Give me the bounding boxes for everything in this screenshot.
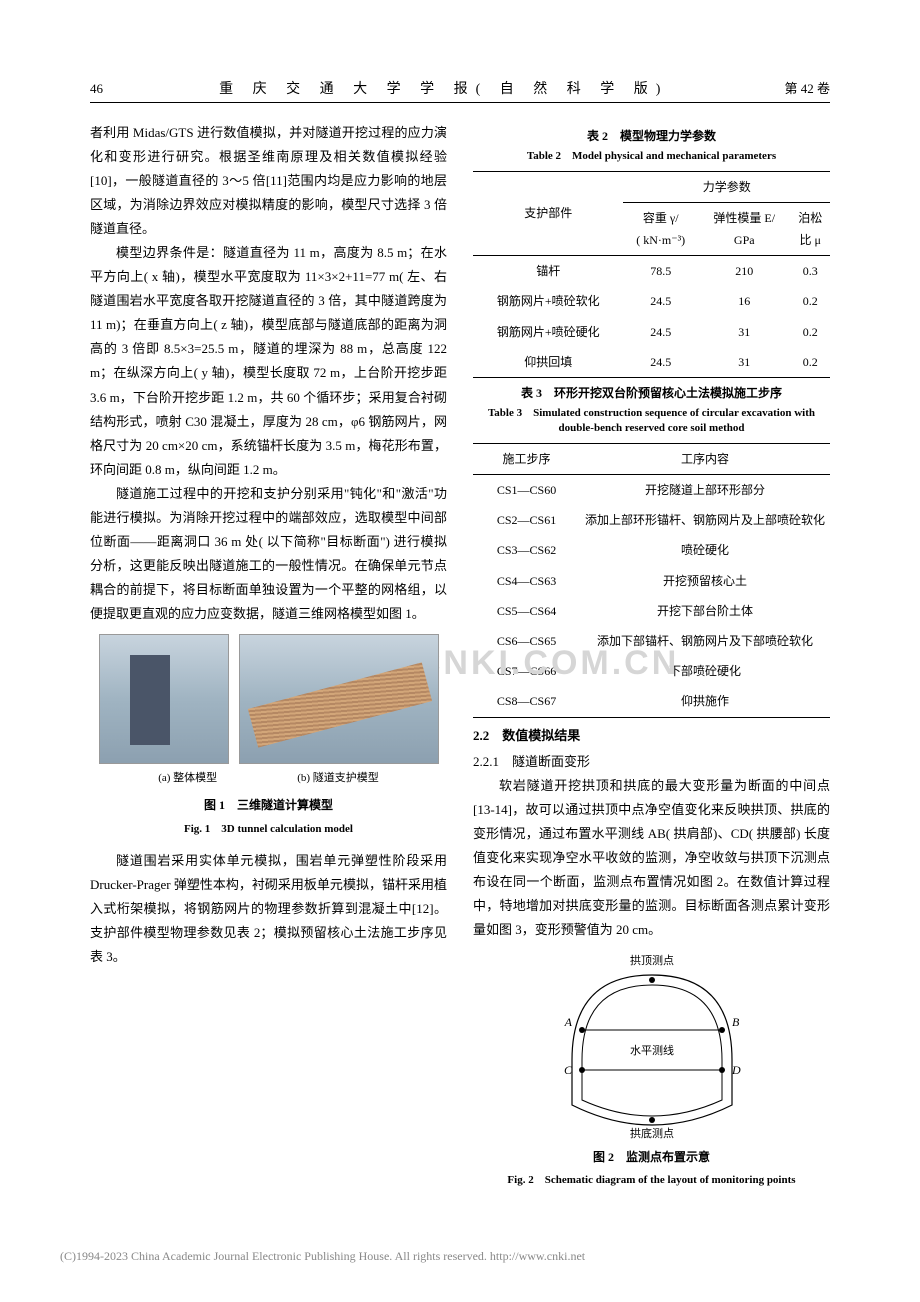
page-header: 46 重 庆 交 通 大 学 学 报( 自 然 科 学 版) 第 42 卷: [90, 78, 830, 103]
fig2-caption-cn: 图 2 监测点布置示意: [473, 1146, 830, 1168]
table-2: 支护部件 力学参数 容重 γ/( kN·m⁻³) 弹性模量 E/GPa 泊松比 …: [473, 171, 830, 378]
para-2: 模型边界条件是：隧道直径为 11 m，高度为 8.5 m；在水平方向上( x 轴…: [90, 241, 447, 481]
table-row: 钢筋网片+喷砼硬化24.5310.2: [473, 317, 830, 347]
svg-text:拱底测点: 拱底测点: [630, 1126, 674, 1140]
section-2-2: 2.2 数值模拟结果: [473, 724, 830, 748]
table-3: 施工步序 工序内容 CS1—CS60开挖隧道上部环形部分 CS2—CS61添加上…: [473, 443, 830, 718]
svg-text:水平测线: 水平测线: [630, 1043, 674, 1057]
table-row: CS8—CS67仰拱施作: [473, 686, 830, 717]
page-content: 46 重 庆 交 通 大 学 学 报( 自 然 科 学 版) 第 42 卷 者利…: [0, 0, 920, 1241]
table-row: CS1—CS60开挖隧道上部环形部分: [473, 475, 830, 506]
volume-label: 第 42 卷: [784, 78, 830, 97]
page-footer: (C)1994-2023 China Academic Journal Elec…: [60, 1249, 585, 1264]
table2-caption-en: Table 2 Model physical and mechanical pa…: [473, 149, 830, 164]
svg-text:C: C: [563, 1063, 572, 1077]
figure-2: 拱顶测点 A B C D 水平测线 拱底测点: [542, 950, 762, 1140]
journal-title: 重 庆 交 通 大 学 学 报( 自 然 科 学 版): [219, 78, 668, 98]
page-number: 46: [90, 81, 103, 97]
fig1-caption-en: Fig. 1 3D tunnel calculation model: [90, 819, 447, 839]
t2-col1: 支护部件: [473, 171, 623, 256]
fig1-label-a: (a) 整体模型: [158, 768, 217, 788]
svg-text:A: A: [563, 1015, 572, 1029]
table-row: 仰拱回填24.5310.2: [473, 347, 830, 378]
fig2-caption-en: Fig. 2 Schematic diagram of the layout o…: [473, 1170, 830, 1190]
fig1-sublabels: (a) 整体模型 (b) 隧道支护模型: [90, 768, 447, 788]
t3-col1: 施工步序: [473, 443, 580, 474]
table-row: CS4—CS63开挖预留核心土: [473, 566, 830, 596]
t3-col2: 工序内容: [580, 443, 830, 474]
t2-col3: 弹性模量 E/GPa: [698, 202, 791, 255]
figure-1: [90, 634, 447, 764]
t2-col4: 泊松比 μ: [791, 202, 831, 255]
table-row: CS5—CS64开挖下部台阶土体: [473, 596, 830, 626]
svg-text:拱顶测点: 拱顶测点: [630, 953, 674, 967]
t2-group: 力学参数: [623, 171, 830, 202]
table-row: CS7—CS66下部喷砼硬化: [473, 656, 830, 686]
right-column: 表 2 模型物理力学参数 Table 2 Model physical and …: [473, 121, 830, 1201]
table-row: 钢筋网片+喷砼软化24.5160.2: [473, 286, 830, 316]
t2-col2: 容重 γ/( kN·m⁻³): [623, 202, 698, 255]
para-1: 者利用 Midas/GTS 进行数值模拟，并对隧道开挖过程的应力演化和变形进行研…: [90, 121, 447, 241]
table3-caption-en: Table 3 Simulated construction sequence …: [473, 406, 830, 437]
para-3: 隧道施工过程中的开挖和支护分别采用"钝化"和"激活"功能进行模拟。为消除开挖过程…: [90, 482, 447, 626]
table3-caption-cn: 表 3 环形开挖双台阶预留核心土法模拟施工步序: [473, 382, 830, 404]
fig1-label-b: (b) 隧道支护模型: [297, 768, 379, 788]
left-column: 者利用 Midas/GTS 进行数值模拟，并对隧道开挖过程的应力演化和变形进行研…: [90, 121, 447, 1201]
table-row: CS2—CS61添加上部环形锚杆、钢筋网片及上部喷砼软化: [473, 505, 830, 535]
fig1-caption-cn: 图 1 三维隧道计算模型: [90, 794, 447, 816]
table-row: CS6—CS65添加下部锚杆、钢筋网片及下部喷砼软化: [473, 626, 830, 656]
section-2-2-1: 2.2.1 隧道断面变形: [473, 750, 830, 774]
fig1-a-image: [99, 634, 229, 764]
svg-text:D: D: [731, 1063, 741, 1077]
two-column-layout: 者利用 Midas/GTS 进行数值模拟，并对隧道开挖过程的应力演化和变形进行研…: [90, 121, 830, 1201]
fig1-b-image: [239, 634, 439, 764]
table-row: 锚杆78.52100.3: [473, 256, 830, 287]
table2-caption-cn: 表 2 模型物理力学参数: [473, 125, 830, 147]
svg-text:B: B: [732, 1015, 740, 1029]
para-4: 隧道围岩采用实体单元模拟，围岩单元弹塑性阶段采用 Drucker-Prager …: [90, 849, 447, 969]
table-row: CS3—CS62喷砼硬化: [473, 535, 830, 565]
right-para-1: 软岩隧道开挖拱顶和拱底的最大变形量为断面的中间点[13-14]，故可以通过拱顶中…: [473, 774, 830, 942]
